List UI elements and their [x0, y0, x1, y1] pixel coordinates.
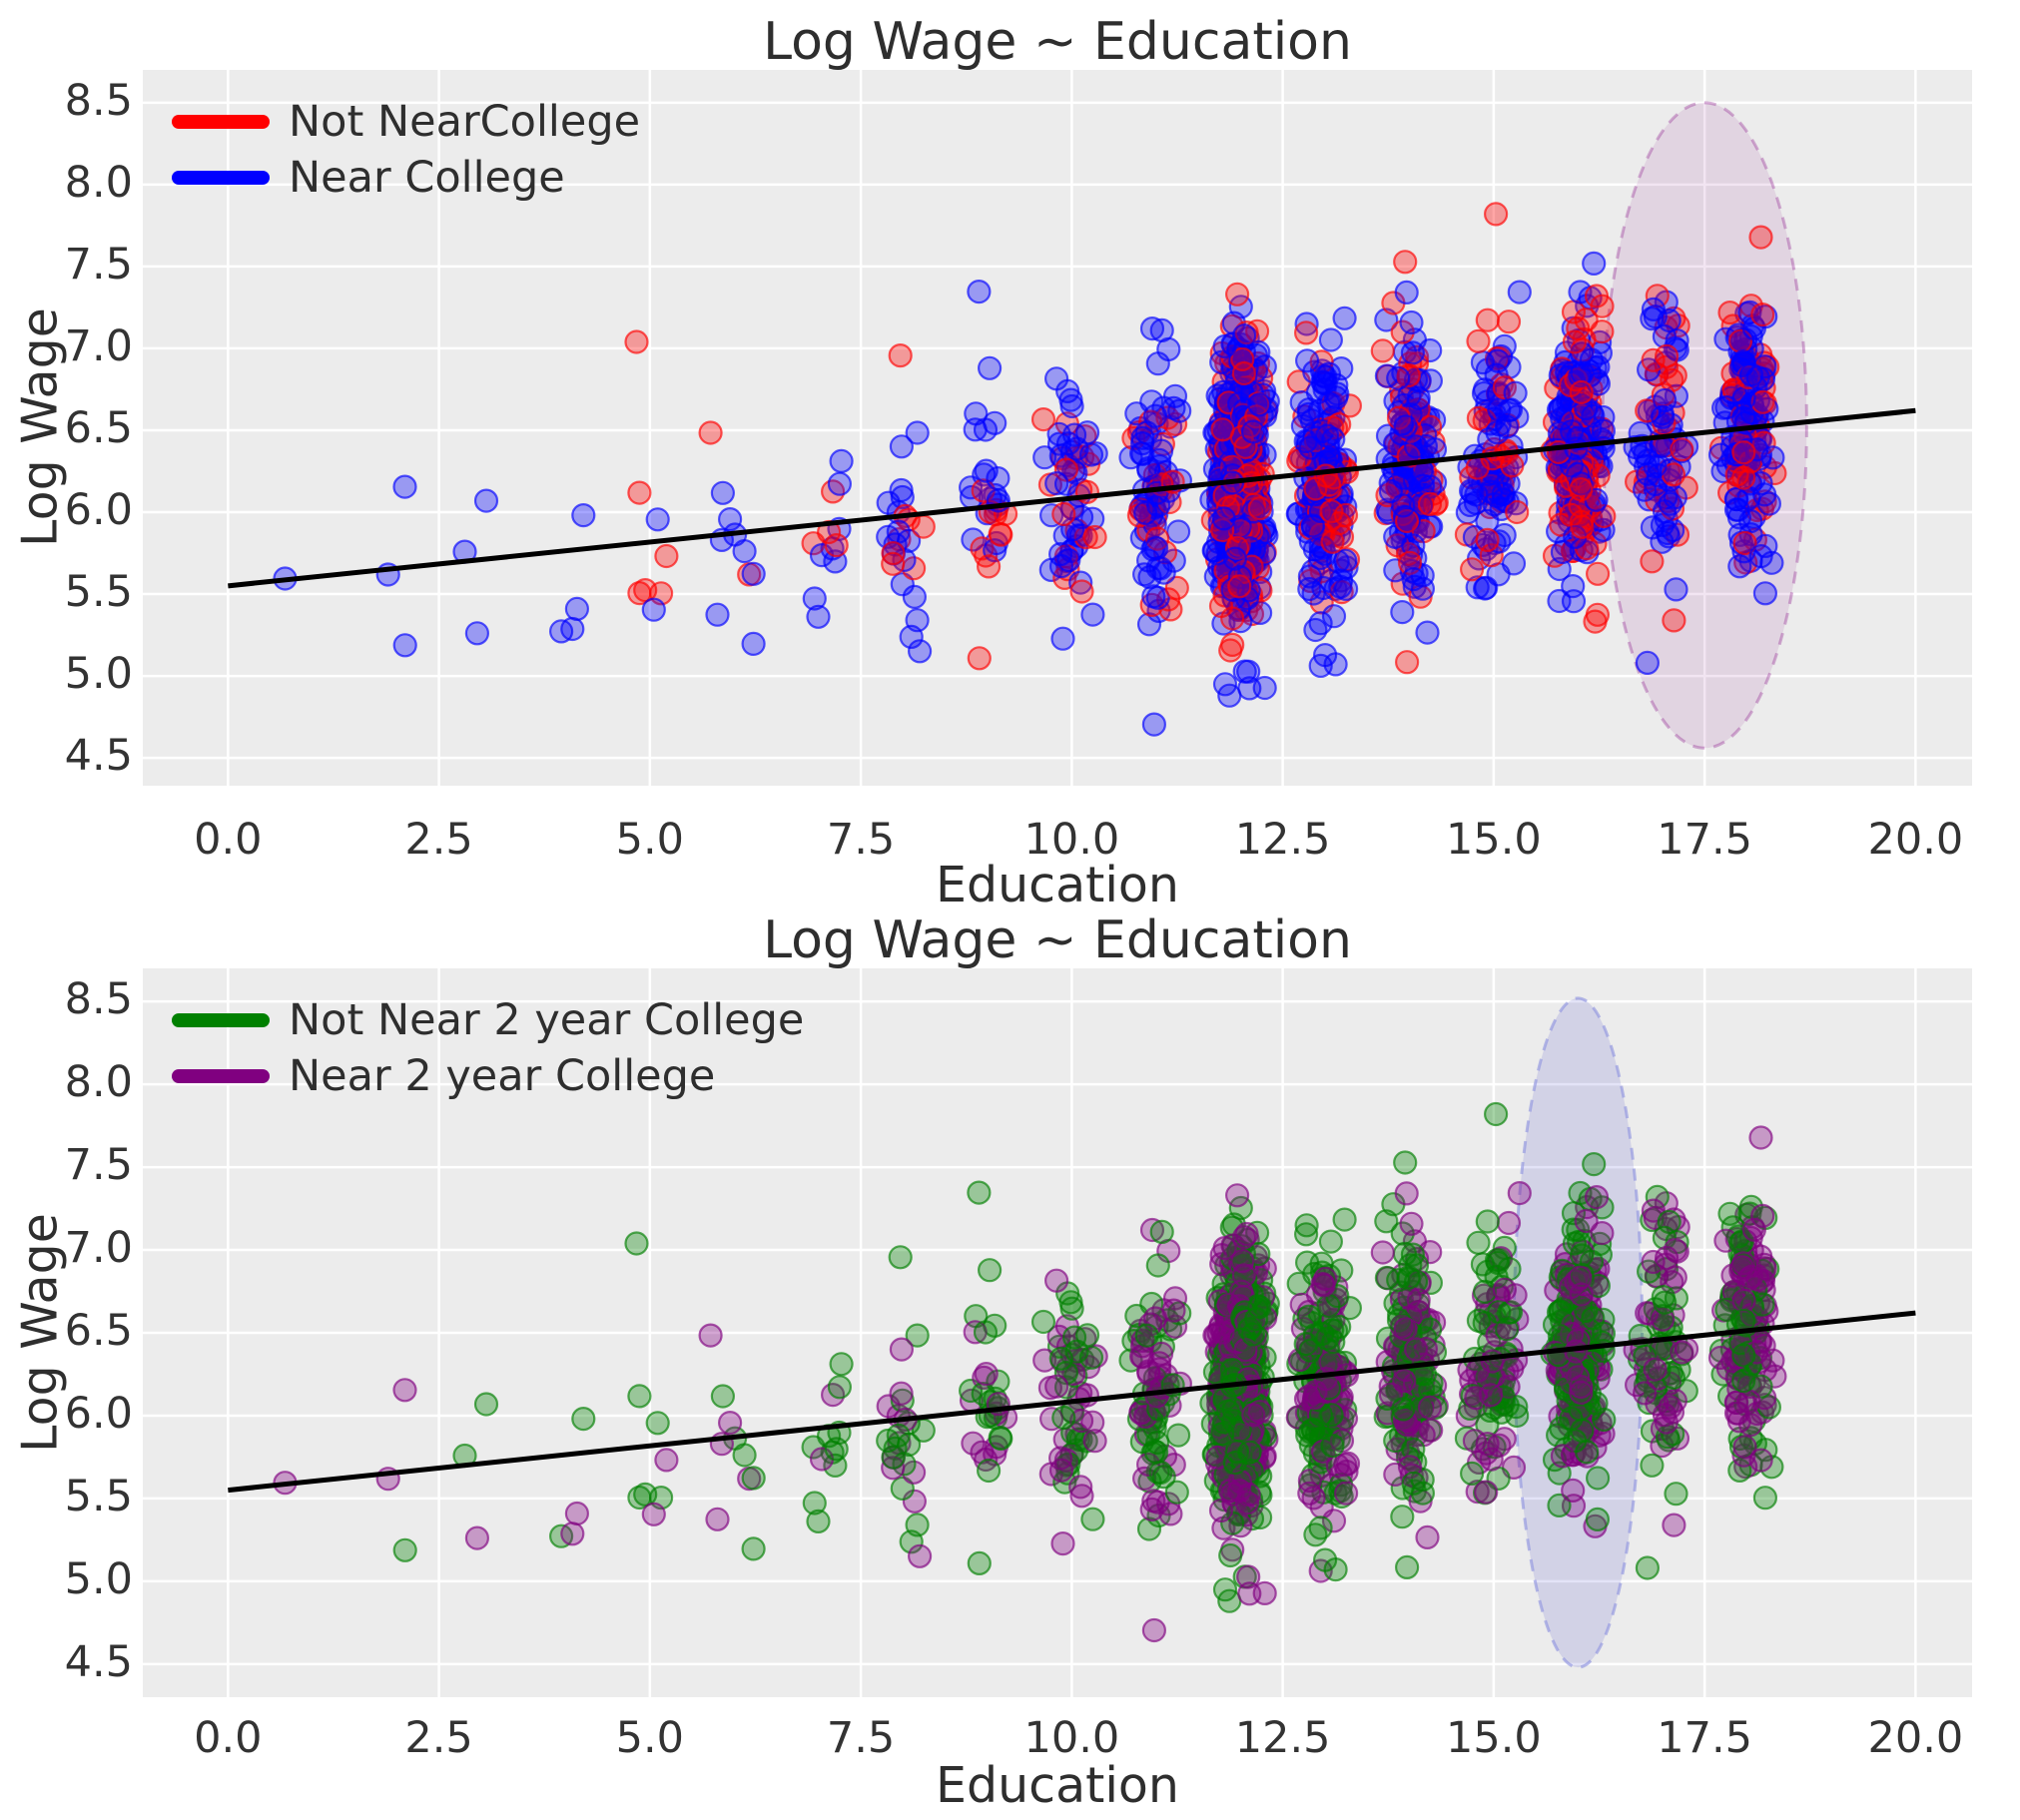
y-tick-label: 6.0	[64, 484, 133, 535]
bottom-plot-title: Log Wage ~ Education	[763, 910, 1352, 970]
top-plot-title: Log Wage ~ Education	[763, 12, 1352, 72]
y-tick-label: 8.5	[64, 974, 133, 1025]
legend-entry: Not Near 2 year College	[172, 995, 804, 1045]
y-tick-label: 5.5	[64, 567, 133, 618]
regression-line	[228, 407, 1916, 589]
x-tick-label: 10.0	[1023, 1713, 1120, 1763]
bottom-plot-axes: Not Near 2 year College Near 2 year Colle…	[143, 968, 1972, 1697]
x-tick-label: 2.5	[404, 815, 473, 865]
y-tick-label: 6.5	[64, 1306, 133, 1356]
y-tick-label: 7.0	[64, 320, 133, 371]
x-tick-label: 12.5	[1234, 815, 1331, 865]
y-tick-label: 6.0	[64, 1388, 133, 1439]
x-tick-label: 5.0	[615, 1713, 685, 1763]
x-tick-label: 20.0	[1867, 1713, 1964, 1763]
legend-entry: Near 2 year College	[172, 1051, 715, 1101]
y-tick-label: 5.5	[64, 1471, 133, 1521]
x-tick-label: 2.5	[404, 1713, 473, 1763]
y-tick-label: 8.0	[64, 1057, 133, 1108]
legend-entry: Not NearCollege	[172, 97, 640, 147]
x-tick-label: 7.5	[826, 815, 896, 865]
scatter-points-group	[273, 1101, 1787, 1643]
bottom-plot-x-axis-label: Education	[936, 1757, 1179, 1814]
top-plot-axes: Not NearCollege Near College	[143, 70, 1972, 786]
x-tick-label: 17.5	[1657, 1713, 1752, 1763]
y-tick-label: 4.5	[64, 1636, 133, 1687]
x-tick-label: 10.0	[1023, 815, 1120, 865]
legend: Not Near 2 year College Near 2 year Colle…	[172, 995, 804, 1101]
legend: Not NearCollege Near College	[172, 97, 640, 203]
x-tick-label: 5.0	[615, 815, 685, 865]
y-tick-label: 6.5	[64, 402, 133, 453]
x-tick-label: 15.0	[1445, 1713, 1542, 1763]
y-tick-label: 7.5	[64, 239, 133, 290]
legend-label: Near 2 year College	[289, 1051, 715, 1101]
y-tick-label: 5.0	[64, 649, 133, 700]
y-tick-label: 8.5	[64, 75, 133, 126]
y-tick-label: 5.0	[64, 1553, 133, 1604]
legend-label: Not Near 2 year College	[289, 995, 804, 1045]
legend-entry: Near College	[172, 153, 565, 203]
x-tick-label: 0.0	[194, 1713, 263, 1763]
y-tick-label: 7.5	[64, 1140, 133, 1191]
y-tick-label: 4.5	[64, 731, 133, 782]
regression-line	[228, 1310, 1916, 1494]
x-tick-label: 0.0	[194, 815, 263, 865]
x-tick-label: 20.0	[1867, 815, 1964, 865]
x-tick-label: 15.0	[1445, 815, 1542, 865]
x-tick-label: 12.5	[1234, 1713, 1331, 1763]
y-tick-label: 8.0	[64, 157, 133, 208]
x-tick-label: 17.5	[1657, 815, 1752, 865]
x-tick-label: 7.5	[826, 1713, 896, 1763]
top-plot-x-axis-label: Education	[936, 857, 1179, 913]
legend-label: Near College	[289, 153, 565, 203]
y-tick-label: 7.0	[64, 1223, 133, 1274]
legend-label: Not NearCollege	[289, 97, 640, 147]
